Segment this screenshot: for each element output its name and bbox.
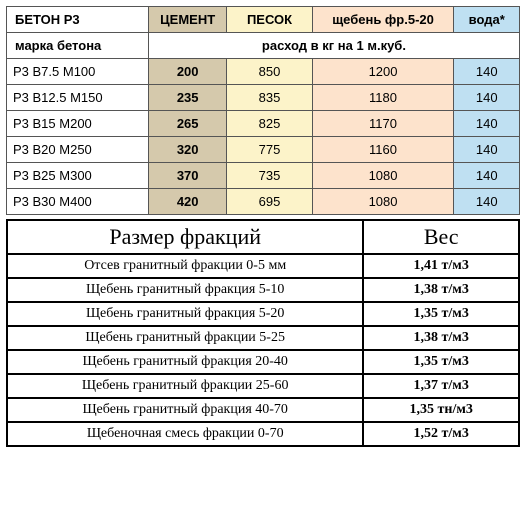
table-row: Р3 B30 M400 420 695 1080 140 [7,189,520,215]
table-row: Щебень гранитный фракции 25-60 1,37 т/м3 [7,374,519,398]
header-fraction-size: Размер фракций [7,220,363,254]
cell-gravel: 1080 [312,163,454,189]
cell-fraction-desc: Щебень гранитный фракция 5-20 [7,302,363,326]
table-row: Щебень гранитный фракция 40-70 1,35 тн/м… [7,398,519,422]
cell-water: 140 [454,137,520,163]
cell-cement: 200 [148,59,227,85]
cell-water: 140 [454,163,520,189]
concrete-mix-table: БЕТОН Р3 ЦЕМЕНТ ПЕСОК щебень фр.5-20 вод… [6,6,520,215]
cell-water: 140 [454,111,520,137]
cell-cement: 320 [148,137,227,163]
table-row: Щебеночная смесь фракции 0-70 1,52 т/м3 [7,422,519,446]
cell-fraction-desc: Отсев гранитный фракции 0-5 мм [7,254,363,278]
table-row: Отсев гранитный фракции 0-5 мм 1,41 т/м3 [7,254,519,278]
cell-fraction-weight: 1,35 тн/м3 [363,398,519,422]
table-header-row: БЕТОН Р3 ЦЕМЕНТ ПЕСОК щебень фр.5-20 вод… [7,7,520,33]
cell-fraction-weight: 1,38 т/м3 [363,326,519,350]
table-row: Щебень гранитный фракция 20-40 1,35 т/м3 [7,350,519,374]
table-row: Р3 B20 M250 320 775 1160 140 [7,137,520,163]
table-header-row: Размер фракций Вес [7,220,519,254]
header-cement: ЦЕМЕНТ [148,7,227,33]
cell-grade: Р3 B15 M200 [7,111,149,137]
cell-gravel: 1080 [312,189,454,215]
cell-sand: 695 [227,189,312,215]
cell-water: 140 [454,85,520,111]
table-row: Р3 B7.5 M100 200 850 1200 140 [7,59,520,85]
cell-sand: 850 [227,59,312,85]
cell-sand: 735 [227,163,312,189]
table-row: Щебень гранитный фракции 5-25 1,38 т/м3 [7,326,519,350]
cell-gravel: 1170 [312,111,454,137]
cell-gravel: 1200 [312,59,454,85]
cell-cement: 420 [148,189,227,215]
cell-grade: Р3 B25 M300 [7,163,149,189]
cell-fraction-weight: 1,35 т/м3 [363,350,519,374]
header-grade: БЕТОН Р3 [7,7,149,33]
subheader-consumption: расход в кг на 1 м.куб. [148,33,519,59]
cell-fraction-desc: Щебень гранитный фракции 25-60 [7,374,363,398]
cell-grade: Р3 B20 M250 [7,137,149,163]
cell-cement: 370 [148,163,227,189]
cell-grade: Р3 B12.5 M150 [7,85,149,111]
cell-sand: 835 [227,85,312,111]
cell-fraction-weight: 1,38 т/м3 [363,278,519,302]
table-row: Щебень гранитный фракция 5-20 1,35 т/м3 [7,302,519,326]
table-row: Р3 B12.5 M150 235 835 1180 140 [7,85,520,111]
cell-water: 140 [454,189,520,215]
cell-sand: 775 [227,137,312,163]
cell-gravel: 1180 [312,85,454,111]
cell-fraction-desc: Щебень гранитный фракция 5-10 [7,278,363,302]
table-row: Щебень гранитный фракция 5-10 1,38 т/м3 [7,278,519,302]
page-root: БЕТОН Р3 ЦЕМЕНТ ПЕСОК щебень фр.5-20 вод… [0,0,526,453]
cell-cement: 235 [148,85,227,111]
subheader-grade: марка бетона [7,33,149,59]
table-subheader-row: марка бетона расход в кг на 1 м.куб. [7,33,520,59]
cell-water: 140 [454,59,520,85]
header-gravel: щебень фр.5-20 [312,7,454,33]
cell-fraction-weight: 1,52 т/м3 [363,422,519,446]
header-sand: ПЕСОК [227,7,312,33]
cell-fraction-weight: 1,41 т/м3 [363,254,519,278]
cell-fraction-desc: Щебень гранитный фракция 40-70 [7,398,363,422]
header-weight: Вес [363,220,519,254]
cell-fraction-desc: Щебень гранитный фракция 20-40 [7,350,363,374]
header-water: вода* [454,7,520,33]
cell-cement: 265 [148,111,227,137]
cell-grade: Р3 B30 M400 [7,189,149,215]
table-row: Р3 B15 M200 265 825 1170 140 [7,111,520,137]
cell-gravel: 1160 [312,137,454,163]
cell-sand: 825 [227,111,312,137]
table-row: Р3 B25 M300 370 735 1080 140 [7,163,520,189]
cell-fraction-desc: Щебеночная смесь фракции 0-70 [7,422,363,446]
cell-fraction-desc: Щебень гранитный фракции 5-25 [7,326,363,350]
cell-fraction-weight: 1,35 т/м3 [363,302,519,326]
cell-fraction-weight: 1,37 т/м3 [363,374,519,398]
fraction-weight-table: Размер фракций Вес Отсев гранитный фракц… [6,219,520,447]
cell-grade: Р3 B7.5 M100 [7,59,149,85]
